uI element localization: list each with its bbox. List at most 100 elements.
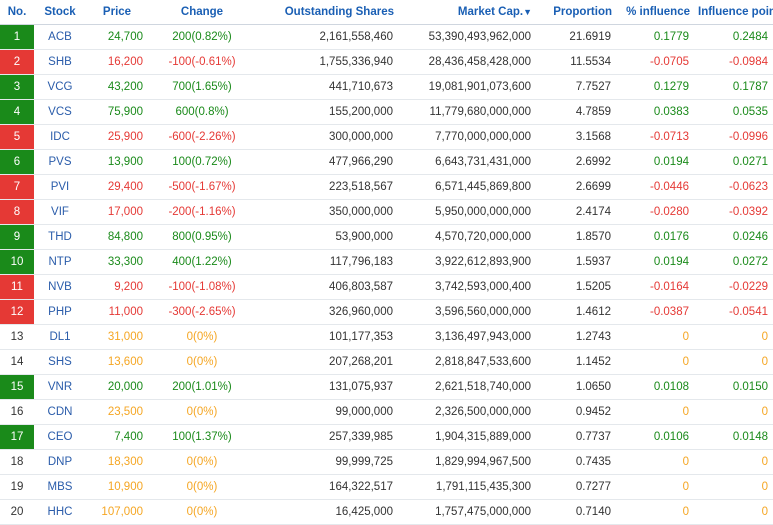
table-row[interactable]: 14 SHS 13,600 0(0%) 207,268,201 2,818,847,533…: [0, 349, 773, 375]
col-header-outstanding-shares[interactable]: Outstanding Shares: [256, 0, 398, 25]
cell-stock[interactable]: VIF: [34, 199, 86, 225]
cell-change: 100(0.72%): [148, 149, 256, 175]
cell-shares: 99,000,000: [256, 399, 398, 425]
rank-badge: 1: [0, 25, 34, 49]
cell-stock[interactable]: PVI: [34, 174, 86, 200]
cell-pct-influence: 0.0108: [616, 374, 694, 400]
cell-influence-points: 0: [694, 474, 773, 500]
cell-shares: 164,322,517: [256, 474, 398, 500]
cell-change: -600(-2.26%): [148, 124, 256, 150]
cell-stock[interactable]: VCS: [34, 99, 86, 125]
table-row[interactable]: 17 CEO 7,400 100(1.37%) 257,339,985 1,904,315…: [0, 424, 773, 450]
col-header-change[interactable]: Change: [148, 0, 256, 25]
cell-proportion: 7.7527: [536, 74, 616, 100]
cell-influence-points: 0.0535: [694, 99, 773, 125]
table-row[interactable]: 11 NVB 9,200 -100(-1.08%) 406,803,587 3,742,5…: [0, 274, 773, 300]
cell-pct-influence: 0: [616, 499, 694, 525]
table-row[interactable]: 7 PVI 29,400 -500(-1.67%) 223,518,567 6,571,4…: [0, 174, 773, 200]
col-header-no[interactable]: No.: [0, 0, 34, 25]
cell-change: -500(-1.67%): [148, 174, 256, 200]
cell-stock[interactable]: DNP: [34, 449, 86, 475]
table-row[interactable]: 15 VNR 20,000 200(1.01%) 131,075,937 2,621,51…: [0, 374, 773, 400]
cell-proportion: 1.5205: [536, 274, 616, 300]
cell-stock[interactable]: SHB: [34, 49, 86, 75]
rank-badge: 15: [0, 375, 34, 399]
cell-proportion: 4.7859: [536, 99, 616, 125]
rank-badge: 5: [0, 125, 34, 149]
cell-stock[interactable]: NTP: [34, 249, 86, 275]
cell-stock[interactable]: IDC: [34, 124, 86, 150]
cell-influence-points: -0.0541: [694, 299, 773, 325]
table-row[interactable]: 18 DNP 18,300 0(0%) 99,999,725 1,829,994,967,…: [0, 449, 773, 475]
cell-change: 0(0%): [148, 474, 256, 500]
table-row[interactable]: 1 ACB 24,700 200(0.82%) 2,161,558,460 53,390,…: [0, 24, 773, 50]
table-row[interactable]: 20 HHC 107,000 0(0%) 16,425,000 1,757,475,000…: [0, 499, 773, 525]
col-header-stock[interactable]: Stock: [34, 0, 86, 25]
cell-no: 2: [0, 49, 34, 75]
cell-pct-influence: -0.0713: [616, 124, 694, 150]
cell-no: 11: [0, 274, 34, 300]
rank-badge: 7: [0, 175, 34, 199]
cell-stock[interactable]: HHC: [34, 499, 86, 525]
cell-influence-points: -0.0623: [694, 174, 773, 200]
cell-stock[interactable]: PHP: [34, 299, 86, 325]
cell-pct-influence: 0: [616, 449, 694, 475]
table-row[interactable]: 6 PVS 13,900 100(0.72%) 477,966,290 6,643,731…: [0, 149, 773, 175]
table-row[interactable]: 8 VIF 17,000 -200(-1.16%) 350,000,000 5,950,0…: [0, 199, 773, 225]
cell-proportion: 2.4174: [536, 199, 616, 225]
cell-market-cap: 11,779,680,000,000: [398, 99, 536, 125]
cell-stock[interactable]: CEO: [34, 424, 86, 450]
cell-stock[interactable]: PVS: [34, 149, 86, 175]
cell-market-cap: 1,904,315,889,000: [398, 424, 536, 450]
cell-proportion: 1.5937: [536, 249, 616, 275]
col-header-price[interactable]: Price: [86, 0, 148, 25]
table-row[interactable]: 5 IDC 25,900 -600(-2.26%) 300,000,000 7,770,0…: [0, 124, 773, 150]
table-row[interactable]: 3 VCG 43,200 700(1.65%) 441,710,673 19,081,90…: [0, 74, 773, 100]
cell-influence-points: 0.2484: [694, 24, 773, 50]
cell-influence-points: -0.0392: [694, 199, 773, 225]
cell-stock[interactable]: THD: [34, 224, 86, 250]
rank-badge: 9: [0, 225, 34, 249]
cell-stock[interactable]: VNR: [34, 374, 86, 400]
col-header-influence-points[interactable]: Influence points: [694, 0, 773, 25]
rank-badge: 6: [0, 150, 34, 174]
col-header-market-cap-label: Market Cap.: [457, 6, 524, 18]
col-header-proportion[interactable]: Proportion: [536, 0, 616, 25]
cell-stock[interactable]: CDN: [34, 399, 86, 425]
col-header-market-cap[interactable]: Market Cap.▼: [398, 0, 536, 25]
cell-shares: 1,755,336,940: [256, 49, 398, 75]
cell-shares: 326,960,000: [256, 299, 398, 325]
table-row[interactable]: 2 SHB 16,200 -100(-0.61%) 1,755,336,940 28,43…: [0, 49, 773, 75]
cell-stock[interactable]: ACB: [34, 24, 86, 50]
cell-stock[interactable]: DL1: [34, 324, 86, 350]
cell-shares: 207,268,201: [256, 349, 398, 375]
cell-pct-influence: -0.0280: [616, 199, 694, 225]
cell-stock[interactable]: NVB: [34, 274, 86, 300]
cell-shares: 257,339,985: [256, 424, 398, 450]
table-row[interactable]: 9 THD 84,800 800(0.95%) 53,900,000 4,570,720,…: [0, 224, 773, 250]
cell-influence-points: 0: [694, 449, 773, 475]
cell-change: 0(0%): [148, 499, 256, 525]
table-row[interactable]: 16 CDN 23,500 0(0%) 99,000,000 2,326,500,000,…: [0, 399, 773, 425]
cell-stock[interactable]: SHS: [34, 349, 86, 375]
table-row[interactable]: 19 MBS 10,900 0(0%) 164,322,517 1,791,115,435…: [0, 474, 773, 500]
table-row[interactable]: 12 PHP 11,000 -300(-2.65%) 326,960,000 3,596,…: [0, 299, 773, 325]
cell-pct-influence: 0.0194: [616, 149, 694, 175]
rank-badge: 10: [0, 250, 34, 274]
cell-no: 1: [0, 24, 34, 50]
cell-pct-influence: 0: [616, 324, 694, 350]
cell-stock[interactable]: VCG: [34, 74, 86, 100]
col-header-pct-influence[interactable]: % influence: [616, 0, 694, 25]
table-row[interactable]: 4 VCS 75,900 600(0.8%) 155,200,000 11,779,680…: [0, 99, 773, 125]
cell-pct-influence: 0.1779: [616, 24, 694, 50]
cell-stock[interactable]: MBS: [34, 474, 86, 500]
cell-change: 0(0%): [148, 349, 256, 375]
rank-badge: 14: [10, 356, 24, 368]
cell-proportion: 0.7737: [536, 424, 616, 450]
cell-pct-influence: -0.0705: [616, 49, 694, 75]
cell-price: 75,900: [86, 99, 148, 125]
table-row[interactable]: 10 NTP 33,300 400(1.22%) 117,796,183 3,922,61…: [0, 249, 773, 275]
cell-pct-influence: -0.0446: [616, 174, 694, 200]
cell-market-cap: 1,829,994,967,500: [398, 449, 536, 475]
table-row[interactable]: 13 DL1 31,000 0(0%) 101,177,353 3,136,497,943…: [0, 324, 773, 350]
